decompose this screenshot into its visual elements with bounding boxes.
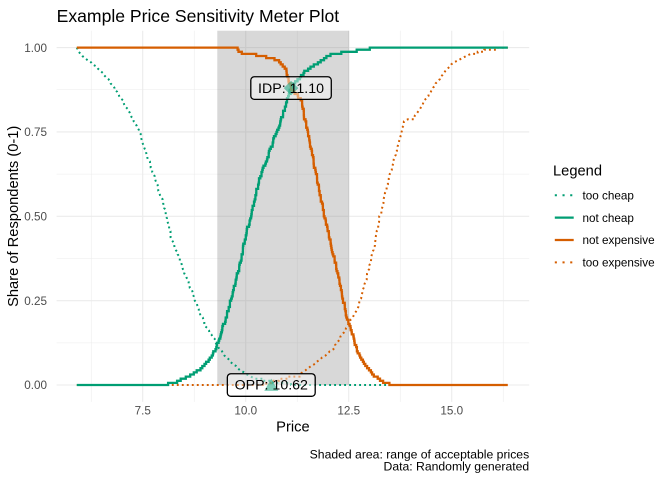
legend-item-not-expensive: not expensive [554, 234, 655, 247]
legend-item-label: not expensive [583, 234, 655, 247]
idp-label-text: IDP: 11.10 [258, 81, 324, 97]
x-axis-title: Price [276, 420, 309, 436]
caption-line-1: Shaded area: range of acceptable prices [310, 448, 530, 462]
legend-items: too cheap not cheap not expensive too expen… [554, 189, 655, 270]
y-tick-label: 0.25 [24, 295, 47, 308]
x-tick-label: 7.5 [135, 404, 152, 417]
y-tick-label: 0.00 [24, 379, 47, 392]
caption-line-2: Data: Randomly generated [384, 460, 530, 474]
legend-title: Legend [553, 164, 602, 180]
idp-marker-diamond [283, 80, 299, 96]
shaded-acceptable-price-range [217, 30, 350, 386]
legend-item-too-cheap: too cheap [554, 189, 635, 202]
legend-item-label: too expensive [583, 257, 655, 270]
legend-item-label: too cheap [583, 189, 635, 202]
series-line-not-expensive [76, 46, 508, 387]
axes: 7.5 10.0 12.5 15.0 0.00 0.25 0.50 0.75 1.00 Pri… [6, 42, 464, 436]
legend-item-not-cheap: not cheap [554, 212, 635, 225]
point-annotations: IDP: 11.10 OPP: 10.62 [226, 76, 332, 397]
x-tick-label: 10.0 [234, 404, 257, 417]
series-curves [75, 46, 508, 387]
y-axis-title: Share of Respondents (0-1) [6, 126, 22, 307]
y-tick-label: 1.00 [24, 42, 47, 55]
x-axis-tick-labels: 7.5 10.0 12.5 15.0 [135, 404, 464, 417]
y-tick-label: 0.50 [24, 211, 47, 224]
series-line-not-cheap [76, 46, 508, 387]
y-tick-label: 0.75 [24, 126, 47, 139]
legend-item-label: not cheap [583, 212, 635, 225]
legend-item-too-expensive: too expensive [554, 257, 655, 270]
x-tick-label: 15.0 [440, 404, 463, 417]
series-line-too-expensive [76, 46, 508, 386]
opp-marker-triangle [264, 378, 279, 391]
plot-title: Example Price Sensitivity Meter Plot [57, 6, 340, 26]
x-tick-label: 12.5 [337, 404, 360, 417]
y-axis-tick-labels: 0.00 0.25 0.50 0.75 1.00 [24, 42, 47, 392]
series-line-too-cheap [75, 47, 508, 386]
opp-label-text: OPP: 10.62 [235, 378, 308, 394]
